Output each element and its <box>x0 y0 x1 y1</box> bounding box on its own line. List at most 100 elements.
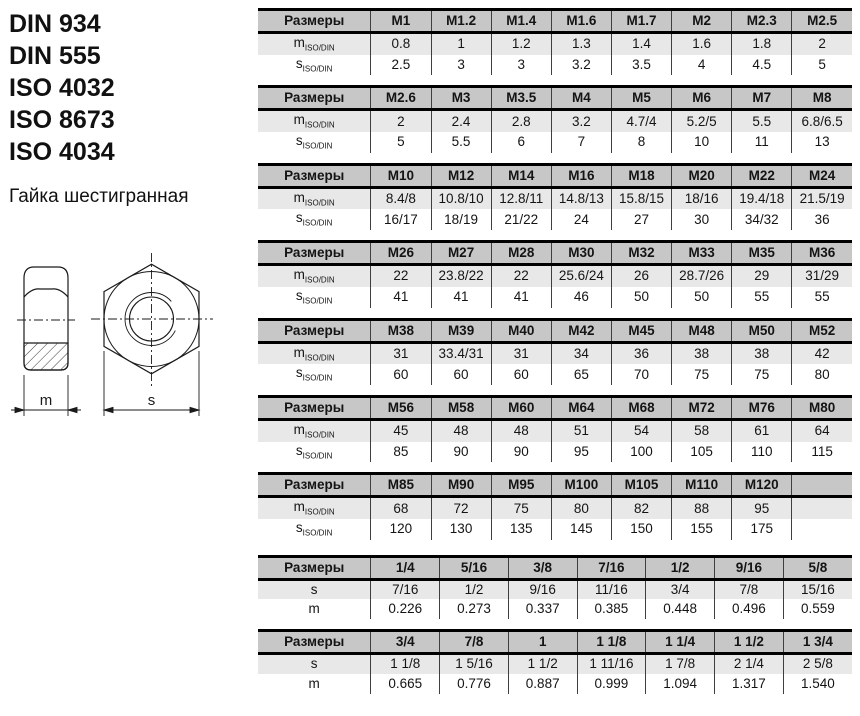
dimension-value: 3.2 <box>550 109 612 133</box>
dimension-value: 70 <box>610 364 672 385</box>
dimension-value: 7/8 <box>714 579 784 600</box>
size-header: M22 <box>731 164 792 189</box>
size-header: M50 <box>731 319 792 344</box>
dimension-value: 0.226 <box>370 599 440 620</box>
dimension-value: 2 <box>370 109 431 133</box>
dimension-value: 48 <box>430 419 492 442</box>
table-header-row: Размеры 3/4 7/8 1 1 1/8 1 1/4 1 1/2 1 3/4 <box>258 630 852 656</box>
row-label: mISO/DIN <box>258 419 371 442</box>
size-header: M85 <box>370 473 431 499</box>
dimension-value: 10 <box>671 132 732 153</box>
size-header: 1 3/4 <box>782 630 852 656</box>
dimension-value: 22 <box>370 264 431 287</box>
dimension-value: 1 7/8 <box>645 653 715 674</box>
dimension-value: 54 <box>610 419 672 442</box>
dimension-value: 15.8/15 <box>610 187 672 210</box>
dimension-value: 2.8 <box>490 109 552 133</box>
dimension-value: 10.8/10 <box>430 187 492 210</box>
dimension-value: 0.273 <box>439 599 509 620</box>
row-label: mISO/DIN <box>258 496 371 519</box>
table-row: sISO/DIN 41 41 41 46 50 50 55 55 <box>258 286 852 308</box>
side-view-chamfer-line <box>23 288 69 298</box>
size-header: M90 <box>430 473 492 499</box>
size-header: 7/8 <box>439 630 509 656</box>
row-label: sISO/DIN <box>295 365 333 383</box>
size-header: M6 <box>671 86 732 112</box>
dimension-value: 5.2/5 <box>671 109 732 133</box>
dimension-value: 25.6/24 <box>550 264 612 287</box>
size-header: M64 <box>550 396 612 421</box>
row-label-subscript: ISO/DIN <box>304 43 335 53</box>
table-row: sISO/DIN 2.5 3 3 3.2 3.5 4 4.5 5 <box>258 54 852 76</box>
dimension-value: 4.7/4 <box>610 109 672 133</box>
dimension-value: 5 <box>791 54 852 76</box>
left-panel: DIN 934 DIN 555 ISO 4032 ISO 8673 ISO 40… <box>0 0 258 716</box>
standards-list: DIN 934 DIN 555 ISO 4032 ISO 8673 ISO 40… <box>9 8 258 168</box>
sizes-column-header: Размеры <box>258 86 371 112</box>
table-row: mISO/DIN 68 72 75 80 82 88 95 <box>258 496 852 519</box>
dimension-value: 8.4/8 <box>370 187 431 210</box>
dimension-value: 0.337 <box>507 599 578 620</box>
dimension-value: 68 <box>370 496 431 519</box>
dimension-value: 100 <box>610 441 672 463</box>
dimension-tables-panel: Размеры M1 M1.2 M1.4 M1.6 M1.7 M2 M2.3 M2.5 mISO/… <box>258 0 860 716</box>
dim-m-label: m <box>40 392 53 409</box>
dimension-value: 0.385 <box>576 599 646 620</box>
size-header: M100 <box>550 473 612 499</box>
dimension-value: 145 <box>550 518 612 540</box>
sizes-column-header: Размеры <box>258 630 371 656</box>
size-header: 1 1/8 <box>576 630 646 656</box>
size-header: M52 <box>791 319 852 344</box>
product-title: Гайка шестигранная <box>9 186 189 207</box>
dimension-value: 155 <box>671 518 732 540</box>
dimension-value: 58 <box>671 419 732 442</box>
side-view-section-hatch <box>23 342 69 371</box>
dimension-value: 0.448 <box>645 599 715 620</box>
dimension-value: 7 <box>550 132 612 153</box>
row-label: s <box>258 653 371 674</box>
dimension-value: 115 <box>791 441 852 463</box>
sizes-column-header: Размеры <box>258 9 371 34</box>
dimension-value: 1.3 <box>550 32 612 55</box>
hex-nut-drawing: m s <box>7 235 258 440</box>
dimension-value: 2 1/4 <box>714 653 784 674</box>
dim-s-label: s <box>148 392 156 409</box>
dimension-value: 36 <box>791 209 852 231</box>
dimension-value: 19.4/18 <box>731 187 792 210</box>
size-header: M10 <box>370 164 431 189</box>
size-header: M12 <box>430 164 492 189</box>
dimension-value: 41 <box>490 286 552 308</box>
size-header: M18 <box>610 164 672 189</box>
dimension-value: 64 <box>791 419 852 442</box>
row-label-subscript: ISO/DIN <box>302 451 333 461</box>
row-label: sISO/DIN <box>295 133 333 151</box>
dimension-value: 30 <box>671 209 732 231</box>
row-label-subscript: ISO/DIN <box>304 198 335 208</box>
dimension-value: 38 <box>671 342 732 365</box>
size-header: M105 <box>610 473 672 499</box>
dimension-value: 1 1/2 <box>507 653 578 674</box>
table-header-row: Размеры M10 M12 M14 M16 M18 M20 M22 M24 <box>258 164 852 189</box>
dimension-value: 5.5 <box>430 132 492 153</box>
dimension-value: 41 <box>370 286 431 308</box>
dimension-value: 46 <box>550 286 612 308</box>
size-header: M1.2 <box>430 9 492 34</box>
dimension-table-8: Размеры 1/4 5/16 3/8 7/16 1/2 9/16 5/8 s 7/16 1/2 9… <box>258 554 852 620</box>
size-header: M80 <box>791 396 852 421</box>
dimension-value: 95 <box>731 496 792 519</box>
size-header: 7/16 <box>576 556 646 581</box>
dimension-value: 88 <box>671 496 732 519</box>
size-header: M7 <box>731 86 792 112</box>
dimension-value: 16/17 <box>370 209 431 231</box>
row-label: sISO/DIN <box>295 287 333 306</box>
size-header: M26 <box>370 241 431 267</box>
table-row: sISO/DIN 120 130 135 145 150 155 175 <box>258 518 852 540</box>
dimension-value: 3 <box>430 54 492 76</box>
dimension-value: 48 <box>490 419 552 442</box>
dimension-value: 31/29 <box>791 264 852 287</box>
dimension-value: 4 <box>671 54 732 76</box>
dimension-value: 0.496 <box>714 599 784 620</box>
dimension-value: 120 <box>370 518 431 540</box>
